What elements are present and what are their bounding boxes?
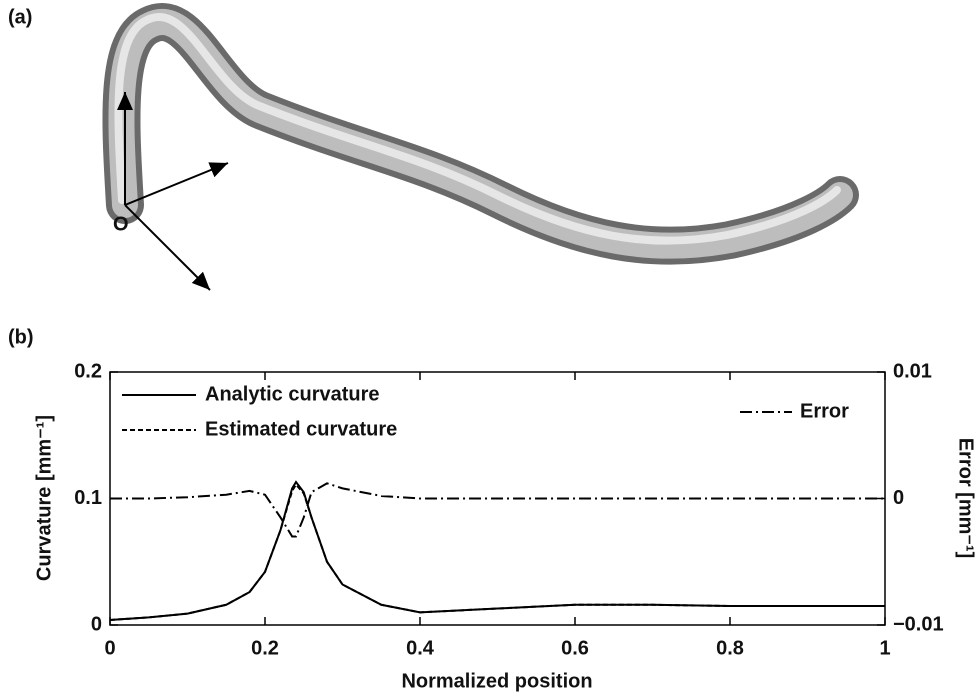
origin-label: O [113,213,129,235]
y2-tick-label: −0.01 [893,613,944,635]
y-tick-label: 0 [91,613,102,635]
x-axis-label: Normalized position [401,670,592,692]
x-tick-label: 1 [879,637,890,659]
series-line [109,480,885,621]
legend-label: Analytic curvature [205,383,380,405]
x-tick-label: 0.6 [561,637,589,659]
panel-label: (b) [8,326,34,348]
x-tick-label: 0.4 [406,637,435,659]
y2-tick-label: 0 [893,487,904,509]
panel-label: (a) [8,6,32,28]
y-tick-label: 0.2 [74,360,102,382]
y2-axis-label: Error [mm⁻¹] [955,438,977,559]
y-tick-label: 0.1 [74,487,102,509]
y2-tick-label: 0.01 [893,360,932,382]
x-tick-label: 0 [104,637,115,659]
x-tick-label: 0.2 [251,637,279,659]
legend-label: Error [800,400,849,422]
series-line [109,482,885,621]
y-axis-label: Curvature [mm⁻¹] [33,415,55,581]
x-tick-label: 0.8 [716,637,744,659]
legend-label: Estimated curvature [205,418,397,440]
series-line [110,482,885,538]
tube-illustration [102,3,859,291]
